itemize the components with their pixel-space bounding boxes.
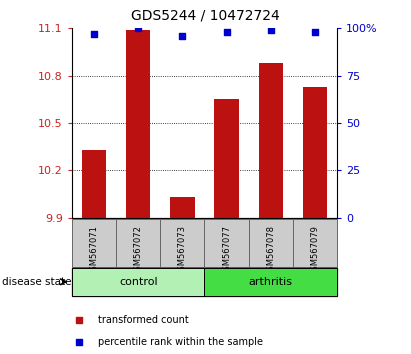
Bar <box>205 268 337 296</box>
Bar <box>249 219 293 267</box>
Text: arthritis: arthritis <box>249 277 293 287</box>
Bar <box>303 87 327 218</box>
Point <box>293 50 299 55</box>
Bar <box>215 99 239 218</box>
Point <box>268 27 274 33</box>
Bar <box>72 219 116 267</box>
Text: transformed count: transformed count <box>98 315 189 325</box>
Point <box>223 29 230 35</box>
Text: GSM567079: GSM567079 <box>310 225 319 276</box>
Bar <box>293 219 337 267</box>
Text: GDS5244 / 10472724: GDS5244 / 10472724 <box>131 9 280 23</box>
Text: control: control <box>119 277 157 287</box>
Bar <box>82 150 106 218</box>
Bar <box>160 219 205 267</box>
Bar <box>259 63 283 218</box>
Point <box>293 246 299 251</box>
Text: GSM567073: GSM567073 <box>178 225 187 276</box>
Point <box>135 25 141 31</box>
Bar <box>72 268 205 296</box>
Text: GSM567077: GSM567077 <box>222 225 231 276</box>
Text: GSM567078: GSM567078 <box>266 225 275 276</box>
Point <box>179 33 186 39</box>
Bar <box>205 219 249 267</box>
Text: GSM567071: GSM567071 <box>90 225 99 276</box>
Bar <box>126 30 150 218</box>
Text: disease state: disease state <box>2 277 72 287</box>
Bar <box>170 197 194 218</box>
Text: GSM567072: GSM567072 <box>134 225 143 276</box>
Point <box>91 31 97 37</box>
Point <box>312 29 318 35</box>
Text: percentile rank within the sample: percentile rank within the sample <box>98 337 263 347</box>
Bar <box>116 219 160 267</box>
